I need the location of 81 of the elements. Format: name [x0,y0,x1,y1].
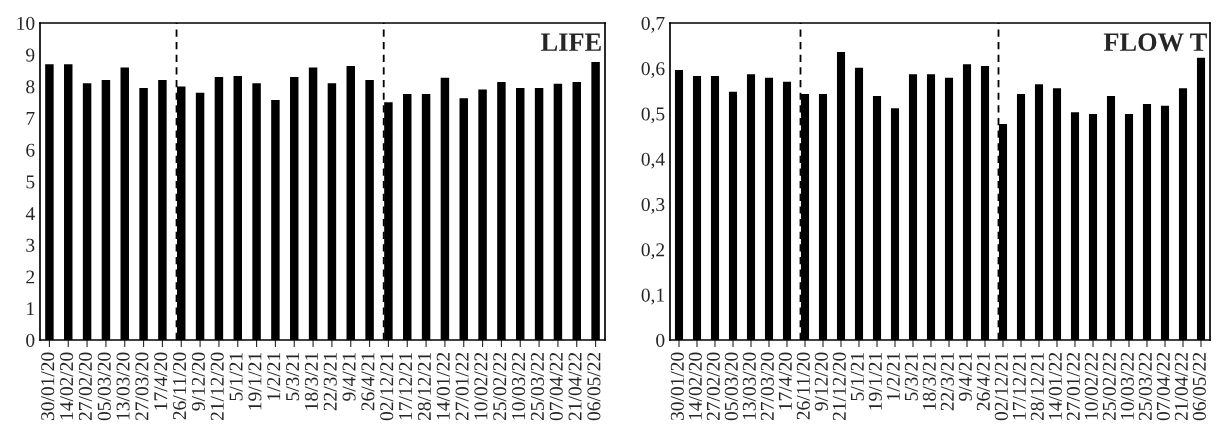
y-tick-label: 0,7 [641,16,665,33]
x-tick-label: 19/1/21 [868,352,882,410]
x-tick-label: 02/12/21 [994,352,1008,421]
x-tick-label: 17/4/20 [778,352,792,410]
x-tick-label: 9/4/21 [342,352,356,401]
x-tick-label: 21/04/22 [568,352,582,421]
x-tick-label: 5/1/21 [850,352,864,401]
chart-title: LIFE [541,33,601,51]
y-tick-label: 0,4 [641,152,665,169]
x-tick-label: 19/1/21 [248,352,262,410]
x-tick-label: 28/12/21 [1030,352,1044,421]
y-tick-label: 5 [26,175,35,189]
y-tick-label: 9 [26,48,35,62]
x-tick-label: 05/03/20 [97,352,111,421]
x-tick-label: 22/3/21 [940,352,954,411]
y-tick-label: 7 [26,112,35,125]
y-tick-label: 3 [26,238,35,252]
x-tick-label: 27/02/20 [78,352,92,421]
x-tick-label: 25/03/22 [1138,352,1152,421]
x-tick-label: 17/4/20 [154,352,168,410]
x-tick-label: 14/02/20 [688,352,702,420]
x-tick-label: 30/01/20 [670,352,684,421]
x-tick-label: 27/02/20 [706,352,720,421]
x-tick-label: 06/05/22 [587,352,601,421]
x-tick-label: 07/04/22 [1156,352,1170,421]
x-tick-label: 13/03/20 [116,352,130,420]
x-tick-label: 21/12/20 [210,352,224,421]
x-tick-label: 05/03/20 [724,352,738,421]
x-tick-label: 1/2/21 [886,352,900,400]
x-tick-label: 28/12/21 [417,352,431,421]
x-tick-label: 06/05/22 [1192,352,1206,421]
x-tick-label: 17/12/21 [399,352,413,420]
x-tick-label: 10/03/22 [512,352,526,420]
x-tick-label: 21/04/22 [1174,352,1188,421]
x-tick-label: 5/3/21 [286,352,300,401]
x-tick-label: 26/11/20 [796,352,810,420]
y-tick-label: 2 [26,270,35,284]
y-tick-label: 0,2 [641,243,665,260]
y-tick-label: 0 [656,333,665,347]
y-tick-label: 0,3 [641,197,665,214]
y-tick-label: 0,6 [641,62,665,79]
y-tick-label: 1 [27,302,34,316]
x-tick-label: 27/03/20 [135,352,149,421]
x-tick-label: 5/1/21 [229,352,243,401]
x-tick-label: 27/01/22 [455,352,469,421]
y-tick-label: 4 [25,207,35,220]
y-tick-label: 10 [17,16,35,30]
x-tick-label: 9/12/20 [814,352,828,411]
y-tick-label: 8 [26,80,35,94]
x-tick-label: 14/01/22 [1048,352,1062,420]
chart-title: FLOW T [1103,33,1207,52]
x-tick-label: 18/3/21 [304,352,318,410]
x-tick-label: 25/02/22 [493,352,507,421]
x-tick-label: 14/01/22 [436,352,450,420]
y-tick-label: 0,1 [641,288,664,305]
x-tick-label: 30/01/20 [41,352,55,421]
y-tick-label: 6 [26,143,35,157]
y-tick-label: 0,5 [641,107,665,124]
x-tick-label: 13/03/20 [742,352,756,420]
x-tick-label: 27/01/22 [1066,352,1080,421]
y-tick-label: 0 [26,333,35,347]
x-tick-label: 5/3/21 [904,352,918,401]
x-tick-label: 9/12/20 [191,352,205,411]
x-tick-label: 02/12/21 [380,352,394,421]
x-tick-label: 27/03/20 [760,352,774,421]
x-tick-label: 1/2/21 [267,352,281,400]
x-tick-label: 17/12/21 [1012,352,1026,420]
x-tick-label: 10/03/22 [1120,352,1134,420]
x-tick-label: 18/3/21 [922,352,936,410]
x-tick-label: 26/11/20 [173,352,187,420]
x-tick-label: 26/4/21 [976,352,990,411]
x-tick-label: 25/02/22 [1102,352,1116,421]
x-tick-label: 25/03/22 [530,352,544,421]
x-tick-label: 10/02/22 [1084,352,1098,420]
x-tick-label: 10/02/22 [474,352,488,420]
x-tick-label: 14/02/20 [60,352,74,420]
x-tick-label: 07/04/22 [549,352,563,421]
x-tick-label: 26/4/21 [361,352,375,411]
x-tick-label: 22/3/21 [323,352,337,411]
x-tick-label: 9/4/21 [958,352,972,401]
x-tick-label: 21/12/20 [832,352,846,421]
